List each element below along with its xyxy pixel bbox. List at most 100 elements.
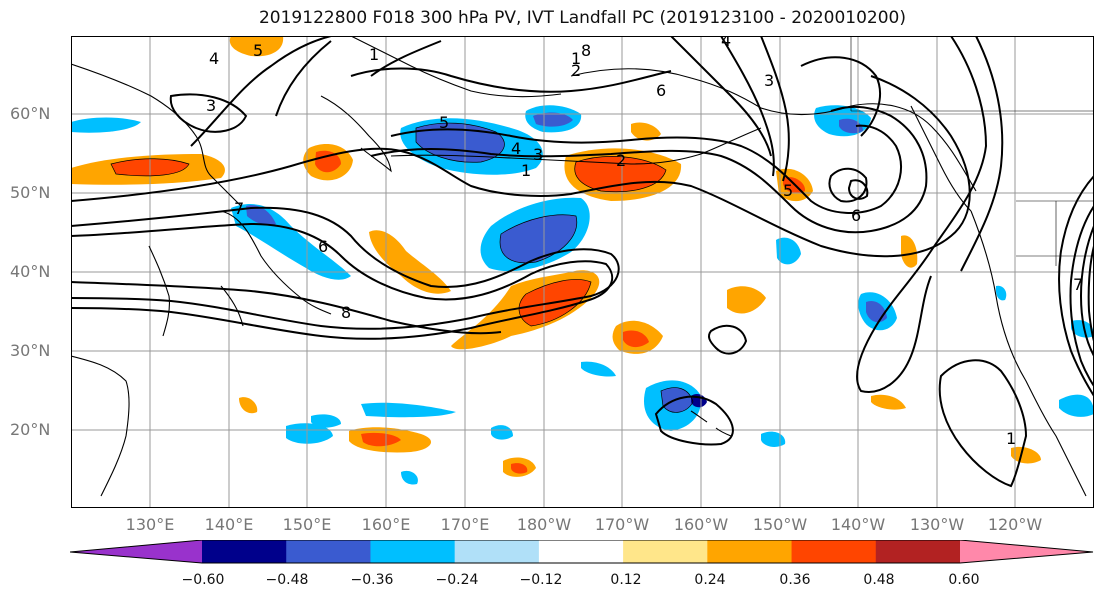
- contour-line: [1069, 205, 1094, 387]
- korea-coast: [148, 245, 170, 337]
- contour-line: [275, 40, 442, 117]
- contour-label: 7: [1073, 275, 1083, 294]
- colorbar-outline: [70, 540, 1094, 564]
- contour-line: [350, 67, 672, 93]
- hawaii: [690, 410, 732, 437]
- anomaly-patch: [901, 235, 918, 268]
- anomaly-patch: [1071, 320, 1094, 338]
- lat-label-60n: 60°N: [10, 104, 51, 123]
- lat-label-20n: 20°N: [10, 420, 51, 439]
- anomaly-patch: [839, 118, 863, 134]
- contour-line: [71, 206, 620, 330]
- colorbar-tick-label: −0.24: [435, 572, 479, 588]
- contour-label: 5: [253, 41, 263, 60]
- anomaly-patch: [776, 237, 801, 265]
- colorbar-segment: [707, 540, 793, 563]
- colorbar-segments: [70, 540, 1093, 563]
- siberia-coast: [350, 36, 562, 98]
- colorbar-tick-label: 0.48: [863, 572, 895, 588]
- colorbar-extend-low: [70, 540, 202, 563]
- contour-label: 4: [721, 36, 731, 50]
- contour-line: [71, 222, 613, 340]
- colorbar-segment: [202, 540, 287, 563]
- anomaly-patch: [361, 432, 401, 447]
- contour-label: 8: [341, 303, 351, 322]
- lat-label-40n: 40°N: [10, 262, 51, 281]
- colorbar-segment: [286, 540, 371, 563]
- contour-line: [169, 93, 248, 133]
- contour-label: 3: [764, 71, 774, 90]
- anomaly-patch: [239, 397, 258, 414]
- colorbar-tick-label: −0.60: [181, 572, 225, 588]
- anomaly-patch: [727, 286, 766, 314]
- contour-label: 4: [209, 49, 219, 68]
- anomaly-patch: [761, 431, 786, 447]
- contour-label: 1: [1006, 429, 1016, 448]
- contour-line: [720, 36, 775, 177]
- lat-lon-grid: [71, 36, 1094, 508]
- anomaly-patch: [581, 361, 616, 377]
- alaska-panhandle: [910, 105, 972, 212]
- anomaly-patch: [1059, 394, 1094, 417]
- contour-line: [828, 167, 868, 203]
- anomaly-patch: [995, 285, 1007, 301]
- pv-contours: [71, 36, 1094, 488]
- contour-label: 5: [783, 181, 793, 200]
- contour-line: [71, 281, 502, 335]
- political-borders: [850, 36, 1094, 266]
- anomaly-patch: [361, 402, 456, 418]
- contour-line: [1079, 225, 1094, 357]
- contour-line: [707, 324, 748, 355]
- colorbar: [70, 540, 1094, 564]
- anomaly-patch: [491, 425, 513, 440]
- contour-line: [1058, 175, 1094, 397]
- aleutians: [390, 127, 762, 165]
- contour-line: [938, 359, 1028, 488]
- anomaly-patch: [500, 214, 577, 263]
- contour-line: [390, 124, 902, 214]
- contour-line: [71, 75, 971, 258]
- anomaly-patch: [246, 205, 276, 226]
- asia-coast: [71, 63, 242, 207]
- colorbar-tick-label: 0.60: [948, 572, 980, 588]
- contour-line: [654, 395, 734, 446]
- lon-label-180w: 180°W: [516, 515, 572, 534]
- colorbar-segment: [454, 540, 540, 563]
- anomaly-patch: [286, 423, 333, 444]
- anomaly-patch: [533, 112, 573, 127]
- contour-line: [370, 105, 928, 234]
- anomaly-patch: [623, 330, 649, 348]
- lon-label-140e: 140°E: [204, 515, 254, 534]
- contour-line: [856, 36, 988, 393]
- contour-label: 7: [234, 199, 244, 218]
- north-america-coast: [970, 210, 1087, 497]
- contour-label: 4: [511, 139, 521, 158]
- anomaly-patch: [311, 414, 341, 428]
- anomaly-patch: [631, 122, 661, 141]
- contour-label: 6: [318, 237, 328, 256]
- anomaly-patch: [71, 117, 141, 133]
- anomaly-patch: [369, 230, 451, 294]
- lon-label-140w: 140°W: [830, 515, 886, 534]
- contour-label: 3: [206, 96, 216, 115]
- contour-label: 8: [581, 41, 591, 60]
- colorbar-extend-high: [960, 540, 1093, 563]
- lon-label-150w: 150°W: [752, 515, 808, 534]
- lon-label-130w: 130°W: [909, 515, 965, 534]
- map-title: 2019122800 F018 300 hPa PV, IVT Landfall…: [258, 8, 906, 28]
- coastlines: [71, 36, 1087, 497]
- contour-line: [847, 179, 869, 200]
- colorbar-tick-label: −0.36: [350, 572, 394, 588]
- anomaly-patch: [1011, 446, 1041, 464]
- colorbar-segment: [791, 540, 877, 563]
- colorbar-segment: [623, 540, 708, 563]
- contour-label: 2: [616, 151, 626, 170]
- anomaly-patch: [229, 36, 284, 57]
- anomaly-patch: [511, 463, 528, 474]
- lon-label-130e: 130°E: [125, 515, 175, 534]
- contour-label: 2: [571, 61, 581, 80]
- lon-label-170w: 170°W: [594, 515, 650, 534]
- colorbar-segment: [370, 540, 456, 563]
- lon-label-160w: 160°W: [673, 515, 729, 534]
- map-panel: 1 3 4 5 6 7 8 1 2 3 4 5 6 1 2 3 4 5 6 7 …: [71, 36, 1094, 508]
